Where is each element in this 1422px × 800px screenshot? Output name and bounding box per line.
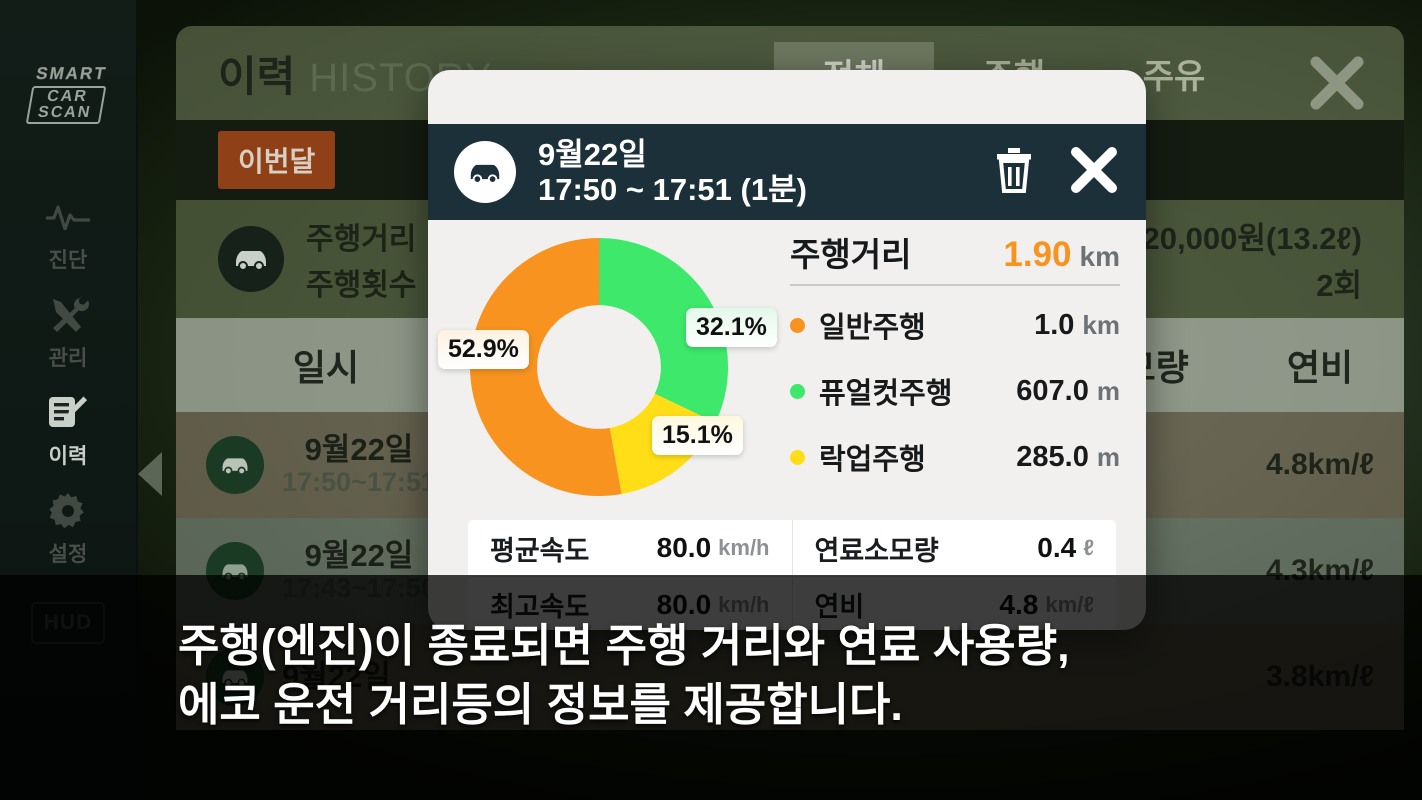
summary-label-distance: 주행거리 bbox=[306, 223, 417, 256]
pulse-icon bbox=[45, 197, 91, 237]
stat-label: 연료소모량 bbox=[814, 535, 939, 566]
legend-item-normal: 일반주행 1.0 km bbox=[776, 292, 1126, 358]
sidebar-item-history[interactable]: 이력 bbox=[0, 382, 136, 480]
trip-donut-chart: 52.9% 32.1% 15.1% bbox=[436, 226, 777, 516]
history-edit-icon bbox=[45, 393, 91, 433]
page-title-ko: 이력 bbox=[218, 52, 296, 100]
column-efficiency: 연비 bbox=[1286, 347, 1354, 388]
summary-label-count: 주행횟수 bbox=[306, 269, 417, 302]
month-filter-badge[interactable]: 이번달 bbox=[218, 131, 336, 189]
sidebar-item-label: 관리 bbox=[48, 346, 88, 370]
dialog-actions bbox=[994, 144, 1120, 201]
car-icon bbox=[206, 435, 264, 494]
total-unit: km bbox=[1079, 241, 1120, 272]
tab-refuel[interactable]: 주유 bbox=[1142, 57, 1206, 96]
logo-line-3: SCAN bbox=[36, 104, 93, 121]
legend-item-fuelcut: 퓨얼컷주행 607.0 m bbox=[776, 358, 1126, 424]
tools-icon bbox=[45, 294, 91, 335]
legend-item-lockup: 락업주행 285.0 m bbox=[776, 424, 1126, 490]
row-date: 9월22일 bbox=[304, 537, 414, 573]
trip-detail-dialog: 9월22일 17:50 ~ 17:51 (1분) bbox=[428, 70, 1146, 630]
legend-unit: m bbox=[1096, 441, 1120, 472]
sidebar-nav: 진단 관리 bbox=[0, 186, 136, 578]
row-date-cell: 9월22일 17:50~17:51 bbox=[176, 431, 476, 498]
trip-legend: 주행거리 1.90 km 일반주행 1.0 km 퓨얼컷주행 607.0 m bbox=[776, 228, 1126, 490]
car-icon bbox=[454, 141, 516, 203]
row-time: 17:50~17:51 bbox=[282, 467, 436, 498]
row-efficiency: 4.8km/ℓ bbox=[1265, 448, 1375, 481]
dialog-header: 9월22일 17:50 ~ 17:51 (1분) bbox=[428, 124, 1146, 220]
legend-value: 607.0 bbox=[1016, 374, 1089, 407]
legend-dot-icon bbox=[790, 317, 805, 333]
sidebar-item-label: 이력 bbox=[48, 444, 88, 468]
slice-label-normal: 52.9% bbox=[438, 330, 529, 369]
stat-value: 0.4 bbox=[1037, 532, 1077, 563]
column-date: 일시 bbox=[292, 347, 360, 388]
stat-value: 80.0 bbox=[656, 532, 712, 563]
summary-fuel-cost: 20,000원(13.2ℓ) bbox=[1142, 221, 1362, 256]
stat-label: 평균속도 bbox=[490, 535, 590, 566]
stat-fuel-consumption: 연료소모량 0.4 ℓ bbox=[791, 520, 1117, 576]
legend-unit: km bbox=[1082, 309, 1120, 340]
legend-total: 주행거리 1.90 km bbox=[776, 228, 1126, 284]
summary-labels: 주행거리 주행횟수 bbox=[306, 214, 416, 304]
selected-row-pointer bbox=[138, 452, 162, 496]
dialog-body: 52.9% 32.1% 15.1% 주행거리 1.90 km 일반주행 1.0 … bbox=[428, 220, 1146, 630]
legend-dot-icon bbox=[790, 449, 805, 465]
slice-label-fuelcut: 32.1% bbox=[686, 308, 777, 347]
close-icon[interactable] bbox=[1068, 144, 1120, 201]
legend-dot-icon bbox=[790, 383, 805, 399]
sidebar-item-settings[interactable]: 설정 bbox=[0, 480, 136, 578]
gear-icon bbox=[45, 491, 91, 531]
caption-text: 주행(엔진)이 종료되면 주행 거리와 연료 사용량, 에코 운전 거리등의 정… bbox=[178, 616, 1362, 735]
app-logo: SMART CAR SCAN bbox=[7, 64, 130, 124]
caption-dim-overlay bbox=[0, 575, 1422, 800]
logo-line-2: CAR bbox=[45, 88, 90, 106]
logo-line-1: SMART bbox=[34, 64, 109, 84]
summary-right-values: 20,000원(13.2ℓ) 2회 bbox=[1143, 213, 1362, 305]
trash-icon[interactable] bbox=[994, 147, 1034, 198]
close-icon[interactable] bbox=[1304, 50, 1370, 116]
dialog-title: 9월22일 17:50 ~ 17:51 (1분) bbox=[538, 137, 807, 208]
legend-value: 285.0 bbox=[1016, 440, 1089, 473]
caption-line-2: 에코 운전 거리등의 정보를 제공합니다. bbox=[178, 679, 903, 731]
dialog-date: 9월22일 bbox=[538, 136, 647, 172]
sidebar-item-maintenance[interactable]: 관리 bbox=[0, 284, 136, 382]
car-icon bbox=[218, 226, 284, 292]
stat-unit: ℓ bbox=[1083, 535, 1094, 560]
legend-value: 1.0 bbox=[1034, 308, 1075, 341]
total-label: 주행거리 bbox=[790, 236, 912, 273]
row-date: 9월22일 bbox=[304, 431, 414, 467]
total-value: 1.90 bbox=[1003, 235, 1072, 274]
stats-row: 평균속도 80.0 km/h 연료소모량 0.4 ℓ bbox=[468, 520, 1116, 576]
legend-label: 퓨얼컷주행 bbox=[819, 378, 953, 410]
dialog-time-range: 17:50 ~ 17:51 (1분) bbox=[538, 172, 807, 207]
sidebar-item-diagnosis[interactable]: 진단 bbox=[0, 186, 136, 284]
sidebar-item-label: 설정 bbox=[48, 542, 88, 566]
legend-label: 락업주행 bbox=[819, 444, 926, 476]
summary-refuel-count: 2회 bbox=[1316, 268, 1362, 303]
legend-unit: m bbox=[1096, 375, 1120, 406]
legend-divider bbox=[790, 284, 1120, 286]
slice-label-lockup: 15.1% bbox=[652, 416, 743, 455]
stat-unit: km/h bbox=[718, 535, 770, 560]
stat-average-speed: 평균속도 80.0 km/h bbox=[468, 520, 792, 576]
caption-line-1: 주행(엔진)이 종료되면 주행 거리와 연료 사용량, bbox=[178, 620, 1070, 671]
legend-label: 일반주행 bbox=[819, 312, 926, 344]
sidebar-item-label: 진단 bbox=[48, 248, 88, 272]
